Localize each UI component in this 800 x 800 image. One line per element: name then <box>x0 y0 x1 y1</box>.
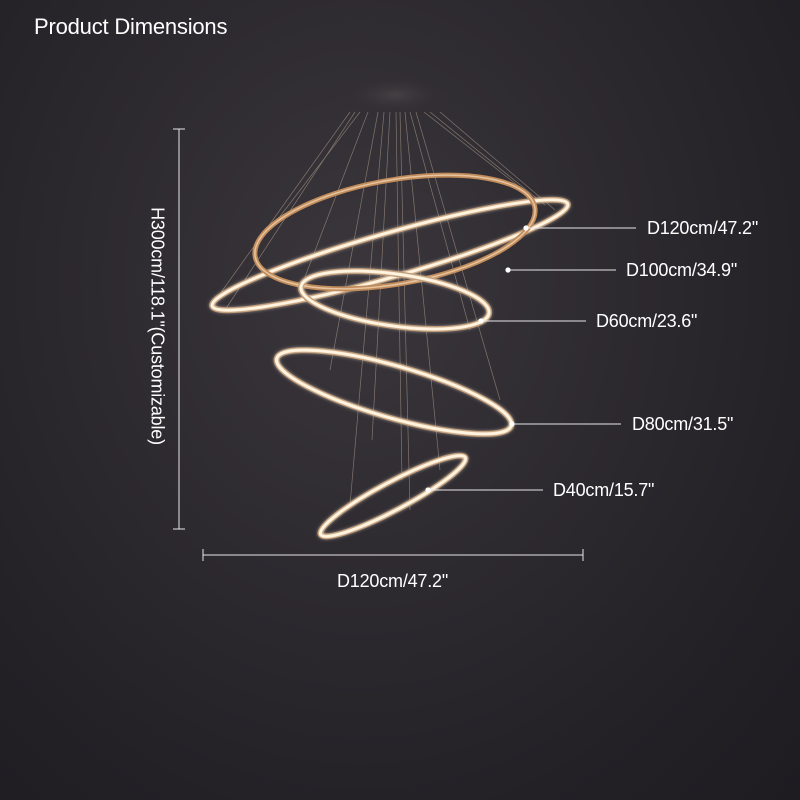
ring-label-d100: D100cm/34.9" <box>626 260 738 280</box>
ring-label-d120: D120cm/47.2" <box>647 218 759 238</box>
ring-d100 <box>252 172 538 292</box>
height-dimension-line <box>173 128 185 530</box>
width-dimension-line <box>202 549 584 561</box>
height-dimension-label: H300cm/118.1"(Customizable) <box>147 207 168 445</box>
callout-dots <box>425 225 529 493</box>
ring-d40 <box>317 452 469 540</box>
ceiling-canopy <box>335 73 455 117</box>
page-title: Product Dimensions <box>34 14 228 39</box>
ring-label-d80: D80cm/31.5" <box>632 414 734 434</box>
ring-d80 <box>273 347 515 437</box>
ring-label-d40: D40cm/15.7" <box>553 480 655 500</box>
ring-d60 <box>297 268 493 332</box>
callout-leaders <box>428 227 636 491</box>
suspension-wires <box>211 111 556 511</box>
ring-label-d60: D60cm/23.6" <box>596 311 698 331</box>
width-dimension-label: D120cm/47.2" <box>337 571 449 591</box>
